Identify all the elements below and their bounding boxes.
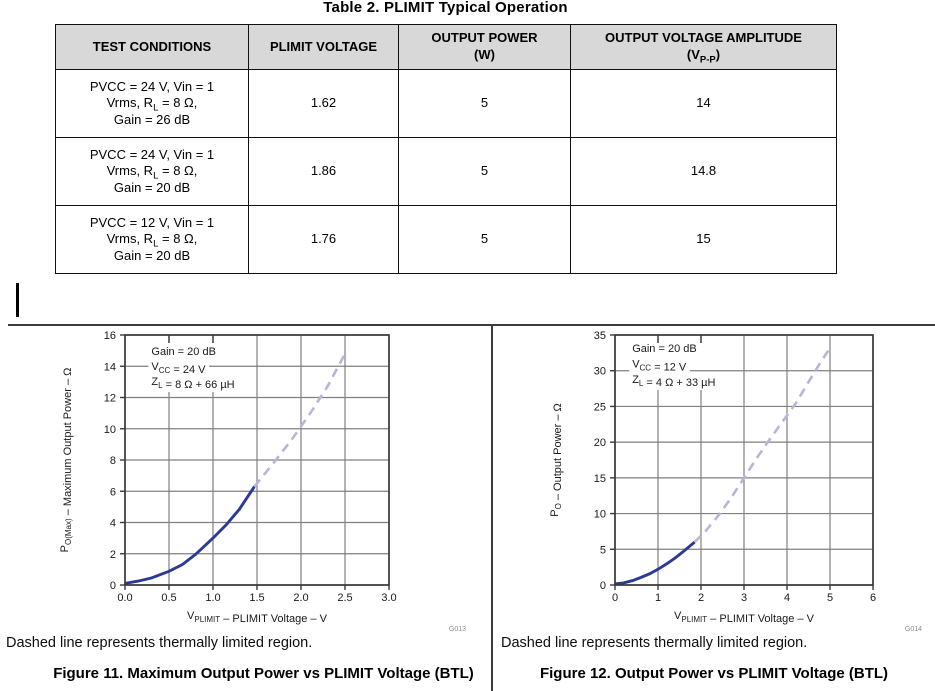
y-tick-label: 4 xyxy=(110,518,116,530)
cell-output-power: 5 xyxy=(398,205,571,274)
x-tick-label: 0 xyxy=(612,592,618,604)
y-tick-label: 10 xyxy=(104,424,116,436)
y-tick-label: 12 xyxy=(104,393,116,405)
y-tick-label: 30 xyxy=(594,366,606,378)
thermal-limit-curve xyxy=(253,353,347,488)
figure11-chart: Gain = 20 dB VCC = 24 VZL = 8 Ω + 66 µH 0 2… xyxy=(59,330,466,633)
cell-plimit-voltage: 1.86 xyxy=(248,137,399,206)
x-tick-label: 5 xyxy=(827,592,833,604)
cell-output-power: 5 xyxy=(398,69,571,138)
table-row: PVCC = 24 V, Vin = 1 Vrms, RL = 8 Ω, Gain … xyxy=(55,69,837,138)
annotation: Gain = 20 dB VCC = 12 VZL = 4 Ω + 33 µH xyxy=(632,343,715,389)
y-tick-label: 8 xyxy=(110,455,116,467)
header-plimit-voltage: PLIMIT VOLTAGE xyxy=(248,24,399,70)
y-tick-label: 2 xyxy=(110,549,116,561)
x-tick-label: 6 xyxy=(870,592,876,604)
y-tick-label: 14 xyxy=(104,361,116,373)
y-tick-label: 0 xyxy=(110,580,116,592)
figure12-caption: Figure 12. Output Power vs PLIMIT Voltag… xyxy=(539,665,889,682)
cell-output-power: 5 xyxy=(398,137,571,206)
text-cursor xyxy=(16,283,19,317)
cell-test-conditions: PVCC = 24 V, Vin = 1 Vrms, RL = 8 Ω, Gain … xyxy=(55,137,249,206)
cell-output-voltage-amplitude: 14.8 xyxy=(570,137,837,206)
plot-border xyxy=(614,334,874,586)
plimit-table: TEST CONDITIONS PLIMIT VOLTAGE OUTPUT PO… xyxy=(55,24,837,274)
table-title: Table 2. PLIMIT Typical Operation xyxy=(323,0,568,16)
x-tick-label: 4 xyxy=(784,592,790,604)
annotation: Gain = 20 dB VCC = 24 VZL = 8 Ω + 66 µH xyxy=(151,346,234,391)
figure12-chart: Gain = 20 dB VCC = 12 VZL = 4 Ω + 33 µH 0 5… xyxy=(549,330,922,633)
plot-border xyxy=(124,334,390,586)
axes: 0 5 10 15 20 25 30 35 0 1 2 3 4 5 6 VPLIMIT – PLIMIT Vo… xyxy=(549,330,922,633)
x-axis-label: VPLIMIT – PLIMIT Voltage – V xyxy=(187,610,328,625)
figure11-panel: Gain = 20 dB VCC = 24 V ZL = 8 Ω + 66 µH 0 2… xyxy=(0,325,491,691)
cell-output-voltage-amplitude: 14 xyxy=(570,69,837,138)
header-output-power: OUTPUT POWER (W) xyxy=(398,24,571,70)
table-header-row: TEST CONDITIONS PLIMIT VOLTAGE OUTPUT PO… xyxy=(55,24,837,70)
cell-output-voltage-amplitude: 15 xyxy=(570,205,837,274)
graph-id: G013 xyxy=(449,626,466,633)
y-tick-label: 25 xyxy=(594,401,606,413)
figure-column-divider xyxy=(491,324,493,691)
y-axis-label: PO(Max) – Maximum Output Power – Ω xyxy=(59,368,74,553)
x-tick-label: 2.0 xyxy=(293,592,308,604)
x-tick-label: 3 xyxy=(741,592,747,604)
y-tick-label: 35 xyxy=(594,330,606,342)
figure11-note: Dashed line represents thermally limited… xyxy=(6,635,313,651)
x-tick-label: 1 xyxy=(655,592,661,604)
y-tick-label: 10 xyxy=(594,509,606,521)
figure-section-top-rule xyxy=(8,324,935,326)
measured-curve xyxy=(614,540,696,586)
annotation-line: VCC = 24 V xyxy=(151,361,206,376)
x-tick-label: 0.5 xyxy=(161,592,176,604)
measured-curve xyxy=(124,485,256,585)
annotation-mask xyxy=(629,342,719,390)
annotation-line: ZL = 4 Ω + 33 µH xyxy=(632,374,715,389)
annotation-line: ZL = 8 Ω + 66 µH xyxy=(151,376,234,391)
annotation-line: Gain = 20 dB xyxy=(151,346,216,358)
table-row: PVCC = 24 V, Vin = 1 Vrms, RL = 8 Ω, Gain … xyxy=(55,137,837,206)
x-tick-label: 2 xyxy=(698,592,704,604)
figure11-caption: Figure 11. Maximum Output Power vs PLIMI… xyxy=(53,665,474,682)
figure12-note: Dashed line represents thermally limited… xyxy=(501,635,808,651)
header-test-conditions: TEST CONDITIONS xyxy=(55,24,249,70)
curves xyxy=(124,353,347,585)
cell-test-conditions: PVCC = 12 V, Vin = 1 Vrms, RL = 8 Ω, Gain … xyxy=(55,205,249,274)
y-tick-label: 16 xyxy=(104,330,116,342)
x-axis-label: VPLIMIT – PLIMIT Voltage – V xyxy=(674,610,815,625)
axes: 0 2 4 6 8 10 12 14 16 0.0 0.5 1.0 1.5 2.0 2.5 3.0 VPLIMI… xyxy=(59,330,466,633)
thermal-limit-curve xyxy=(693,347,832,544)
x-tick-label: 3.0 xyxy=(381,592,396,604)
y-tick-label: 6 xyxy=(110,486,116,498)
cell-test-conditions: PVCC = 24 V, Vin = 1 Vrms, RL = 8 Ω, Gain … xyxy=(55,69,249,138)
graph-id: G014 xyxy=(905,626,922,633)
header-output-voltage-amplitude: OUTPUT VOLTAGE AMPLITUDE (VP-P) xyxy=(570,24,837,70)
annotation-line: Gain = 20 dB xyxy=(632,343,697,355)
x-tick-label: 1.0 xyxy=(205,592,220,604)
figure12-panel: Gain = 20 dB VCC = 12 V ZL = 4 Ω + 33 µH 0 5… xyxy=(493,325,935,691)
y-tick-label: 5 xyxy=(600,544,606,556)
y-axis-label: PO – Output Power – Ω xyxy=(549,403,564,517)
y-tick-label: 0 xyxy=(600,580,606,592)
y-tick-label: 15 xyxy=(594,473,606,485)
cell-plimit-voltage: 1.62 xyxy=(248,69,399,138)
table-row: PVCC = 12 V, Vin = 1 Vrms, RL = 8 Ω, Gain … xyxy=(55,205,837,274)
x-tick-label: 1.5 xyxy=(249,592,264,604)
x-tick-label: 0.0 xyxy=(117,592,132,604)
annotation-line: VCC = 12 V xyxy=(632,359,687,374)
annotation-mask xyxy=(148,345,238,392)
curves xyxy=(614,347,832,586)
x-tick-label: 2.5 xyxy=(337,592,352,604)
cell-plimit-voltage: 1.76 xyxy=(248,205,399,274)
y-tick-label: 20 xyxy=(594,437,606,449)
